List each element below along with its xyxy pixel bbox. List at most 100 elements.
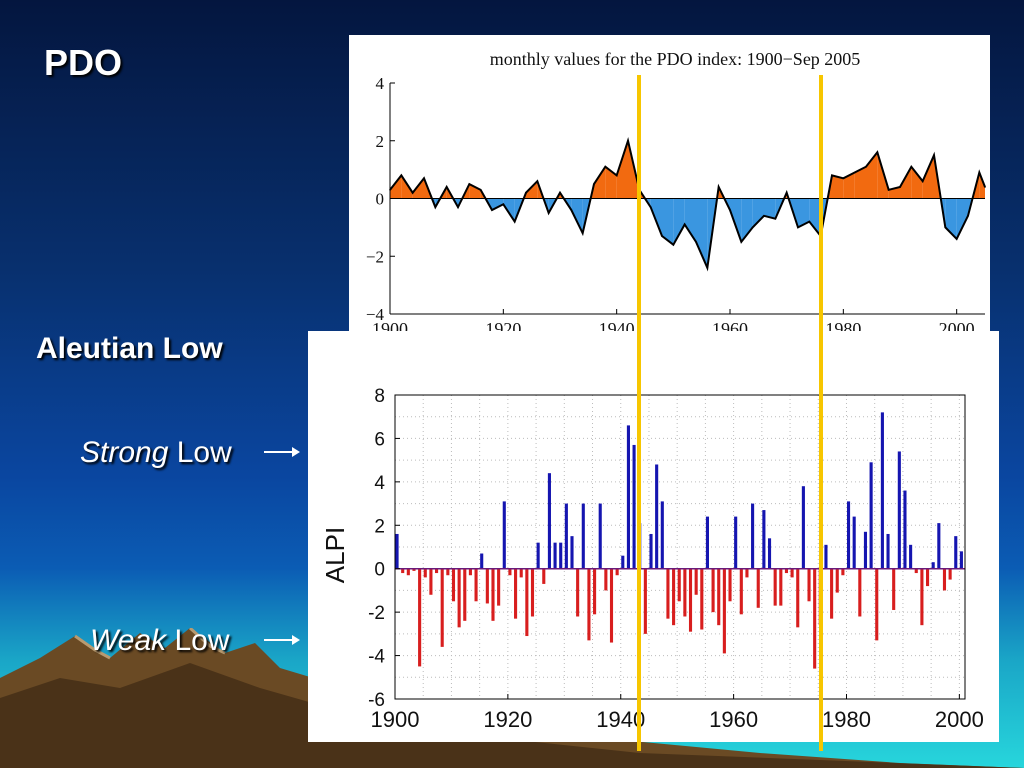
alpi-bar	[801, 486, 805, 569]
alpi-bar	[931, 562, 935, 569]
alpi-bar	[683, 568, 687, 617]
alpi-bar	[468, 568, 472, 576]
alpi-bar	[863, 531, 868, 569]
pdo-area-segment	[843, 172, 855, 199]
strong-arrow-icon	[264, 447, 300, 457]
alpi-bar	[435, 568, 439, 574]
alpi-bar	[576, 568, 580, 617]
alpi-bar	[914, 568, 918, 574]
alpi-bar	[846, 501, 851, 569]
pdo-data-point	[434, 206, 437, 208]
mountains-background	[0, 628, 1024, 768]
alpi-bar	[779, 568, 783, 606]
pdo-data-point	[740, 241, 743, 243]
alpi-x-tick-label: 1920	[483, 707, 532, 732]
pdo-area-segment	[571, 198, 583, 234]
alpi-bar	[412, 568, 416, 571]
alpi-bar	[649, 533, 653, 569]
alpi-bar	[937, 523, 941, 569]
pdo-data-point	[729, 209, 731, 211]
pdo-area-segment	[514, 198, 524, 222]
pdo-data-point	[627, 139, 629, 142]
alpi-y-tick-label: -6	[368, 690, 385, 711]
alpi-y-tick-label: -2	[368, 603, 385, 624]
pdo-area-segment	[605, 166, 617, 199]
alpi-bar	[559, 542, 563, 569]
weak-low-label: Weak Low	[90, 624, 230, 658]
pdo-data-point	[944, 226, 947, 229]
alpi-chart-panel: 8 6 4 2 0 -2 -4 -6 1900 1920 1940 1960 1980 2000 ALPI	[308, 331, 999, 742]
alpi-bar	[536, 542, 540, 569]
highlight-line	[637, 75, 642, 751]
alpi-bar	[688, 568, 693, 632]
pdo-area-segment	[922, 155, 934, 199]
alpi-bar	[553, 542, 557, 569]
pdo-area-segment	[764, 198, 776, 219]
alpi-bar	[508, 568, 512, 576]
alpi-bar	[429, 568, 433, 595]
strong-label-rest: Low	[176, 436, 232, 469]
pdo-area-segment	[752, 198, 764, 228]
pdo-area-segment	[684, 198, 696, 242]
alpi-bar	[598, 503, 602, 569]
alpi-bar	[463, 568, 467, 621]
alpi-y-tick-label: 0	[374, 560, 385, 581]
alpi-bar	[406, 568, 410, 576]
pdo-area-segment	[945, 198, 957, 239]
pdo-data-point	[502, 203, 505, 206]
pdo-area-segment	[563, 198, 572, 211]
alpi-bar	[655, 464, 659, 569]
alpi-bar	[446, 568, 450, 576]
alpi-ylabel: ALPI	[320, 527, 350, 583]
pdo-data-point	[876, 151, 879, 154]
alpi-bar	[886, 533, 890, 569]
alpi-bar	[530, 568, 535, 617]
pdo-data-point	[479, 189, 482, 191]
alpi-bar	[542, 568, 546, 584]
alpi-x-tick-label: 2000	[935, 707, 984, 732]
alpi-bar	[959, 551, 963, 569]
pdo-y-tick-label: 4	[376, 74, 385, 93]
pdo-data-point	[570, 209, 573, 211]
alpi-bar	[485, 568, 489, 604]
alpi-bar	[570, 536, 574, 569]
pdo-data-point	[411, 191, 414, 194]
pdo-data-point	[763, 215, 765, 217]
alpi-y-tick-label: 2	[374, 516, 385, 537]
alpi-bar	[756, 568, 760, 608]
pdo-area-segment	[673, 198, 685, 245]
alpi-grid	[395, 395, 965, 699]
alpi-bar	[925, 568, 930, 587]
alpi-bar	[621, 555, 625, 569]
alpi-bar	[497, 568, 501, 606]
alpi-bar	[502, 501, 506, 569]
pdo-area-segment	[911, 166, 923, 199]
pdo-data-point	[899, 186, 901, 188]
pdo-area-segment	[390, 175, 402, 199]
pdo-data-point	[842, 177, 845, 180]
pdo-data-point	[921, 180, 924, 182]
pdo-data-point	[513, 220, 516, 223]
pdo-data-point	[751, 226, 754, 229]
alpi-bar	[767, 538, 772, 569]
pdo-area-segment	[832, 175, 844, 199]
alpi-bar	[694, 568, 698, 595]
alpi-bar	[717, 568, 721, 626]
strong-low-label: Strong Low	[80, 436, 232, 470]
pdo-chart-panel: monthly values for the PDO index: 1900−S…	[349, 35, 990, 345]
weak-label-italic: Weak	[90, 624, 167, 657]
alpi-x-tick-label: 1940	[596, 707, 645, 732]
pdo-data-point	[695, 241, 697, 243]
alpi-bar	[920, 568, 924, 626]
alpi-bar	[672, 568, 676, 626]
pdo-data-point	[967, 215, 969, 217]
alpi-bar	[790, 568, 794, 578]
pdo-area-segment	[798, 198, 810, 228]
pdo-data-point	[797, 226, 799, 229]
alpi-bar	[830, 568, 834, 619]
alpi-x-tick-label: 1980	[822, 707, 871, 732]
pdo-area-segment	[696, 198, 708, 268]
pdo-data-point	[536, 180, 539, 182]
alpi-bar	[514, 568, 518, 619]
alpi-bar	[564, 503, 568, 569]
